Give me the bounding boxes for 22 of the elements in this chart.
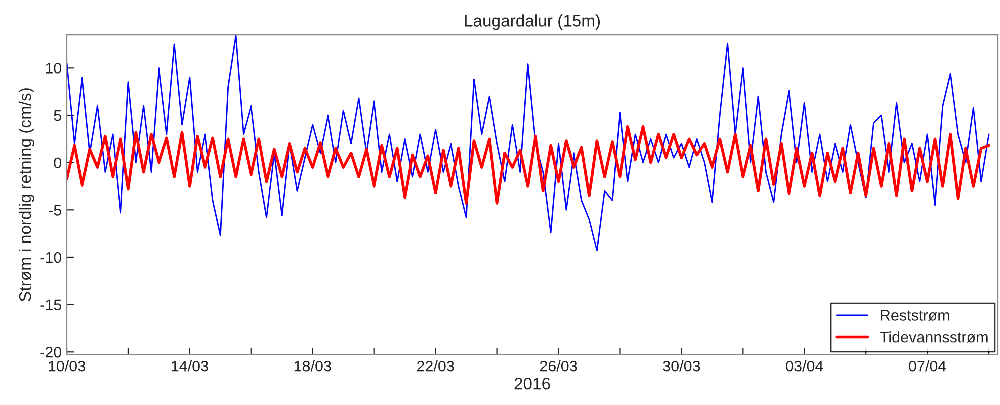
x-tick-label: 30/03	[663, 360, 700, 372]
x-tick-label: 07/04	[909, 360, 946, 372]
legend-label: Tidevannsstrøm	[880, 332, 988, 343]
y-tick-label: 10	[46, 63, 62, 74]
y-tick-label: -5	[49, 205, 62, 216]
legend-label: Reststrøm	[881, 310, 950, 322]
x-tick-label: 03/04	[786, 360, 824, 372]
x-tick-label: 26/03	[540, 360, 578, 372]
y-tick-label: 0	[54, 158, 62, 169]
x-tick-label: 18/03	[294, 360, 332, 372]
x-tick-label: 14/03	[172, 360, 208, 372]
y-tick-label: -10	[40, 252, 62, 264]
y-tick-label: -15	[40, 300, 62, 310]
line-series	[67, 35, 990, 252]
x-tick-label: 22/03	[417, 360, 454, 372]
chart-title: Laugardalur (15m)	[465, 14, 600, 30]
y-tick-label: 5	[54, 110, 62, 122]
y-tick-label: -20	[40, 347, 62, 358]
x-tick-label: 10/03	[49, 360, 86, 372]
x-axis-title: 2016	[514, 378, 550, 390]
y-axis-title: Strøm i nordlig retning (cm/s)	[18, 88, 35, 302]
line-series	[67, 125, 990, 205]
